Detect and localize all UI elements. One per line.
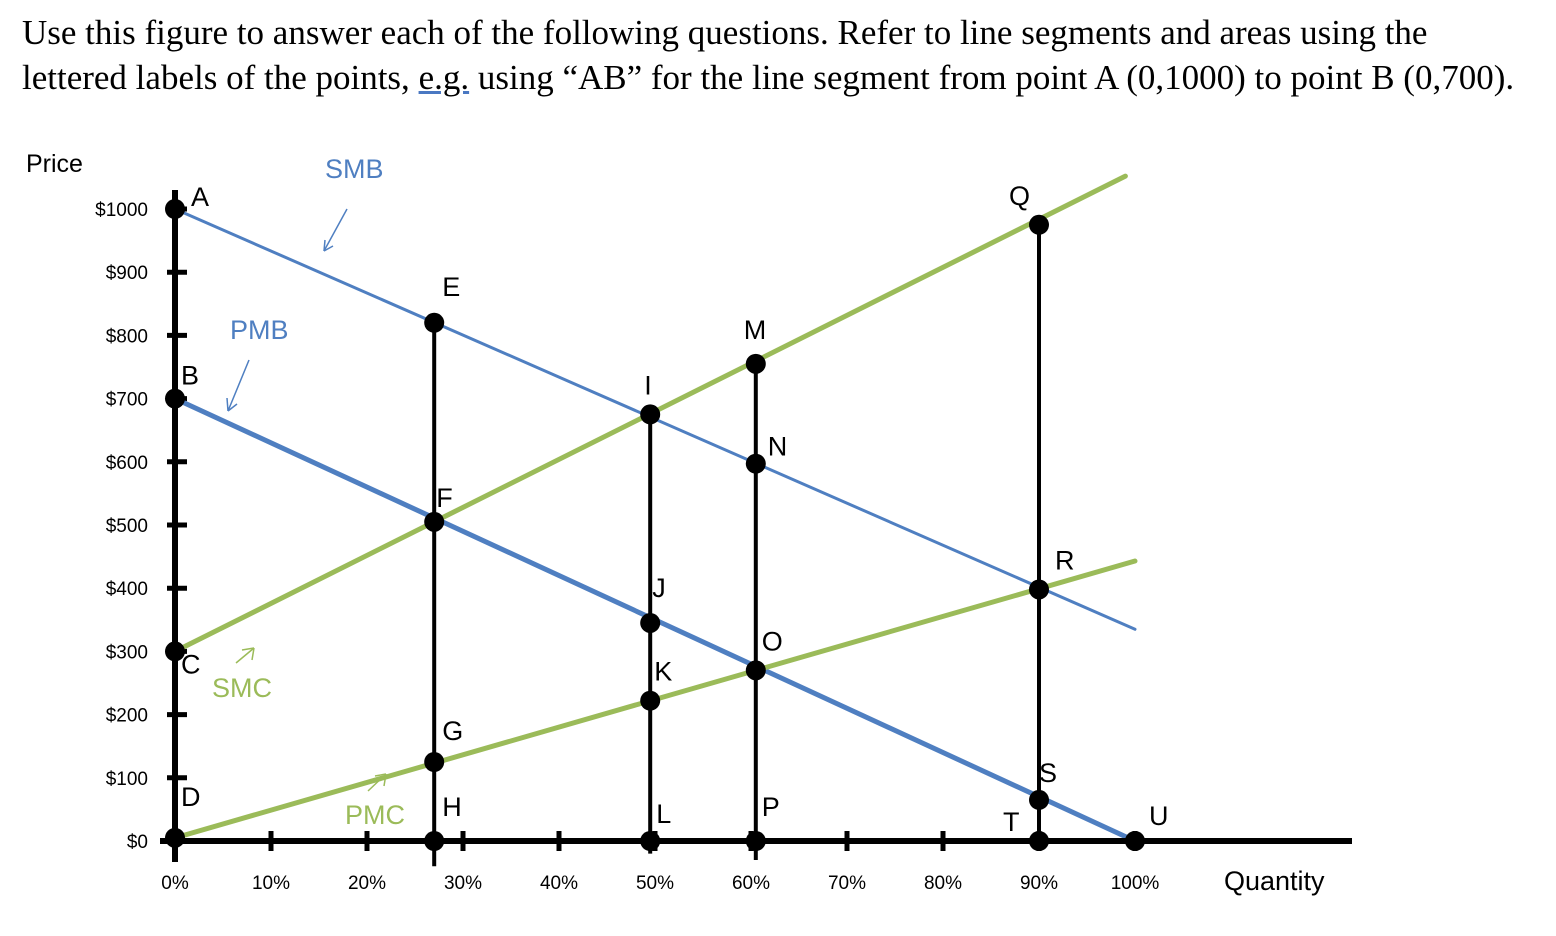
point-j: [640, 612, 661, 633]
x-tick-label: 0%: [161, 873, 189, 894]
point-i: [640, 404, 661, 425]
x-tick-label: 40%: [540, 873, 578, 894]
point-label-m: M: [744, 315, 767, 345]
arrowhead-smc: [241, 647, 255, 651]
point-k: [640, 690, 661, 711]
point-g: [424, 752, 445, 772]
arrowhead-smb: [323, 239, 326, 252]
arrowhead-pmc: [383, 773, 387, 787]
point-label-p: P: [762, 792, 780, 822]
point-label-u: U: [1149, 801, 1169, 831]
point-label-r: R: [1055, 545, 1075, 575]
y-tick-label: $0: [127, 832, 148, 853]
point-label-s: S: [1039, 758, 1057, 788]
y-tick-label: $600: [106, 453, 148, 474]
point-label-c: C: [181, 649, 201, 679]
point-a: [165, 199, 185, 219]
point-label-g: G: [442, 716, 463, 746]
point-label-q: Q: [1009, 181, 1030, 211]
y-tick-label: $700: [106, 390, 148, 411]
curve-label-smb: SMB: [325, 154, 384, 184]
x-tick-label: 50%: [636, 873, 674, 894]
arrow-smc: [235, 647, 255, 664]
point-u: [1125, 831, 1145, 851]
x-tick-label: 100%: [1111, 873, 1160, 894]
point-label-k: K: [654, 657, 672, 687]
question-part1: Use this figure to answer each of the fo…: [22, 13, 1428, 97]
point-p: [745, 831, 766, 851]
x-tick-label: 10%: [252, 873, 290, 894]
point-label-n: N: [768, 432, 788, 462]
point-label-j: J: [652, 573, 666, 603]
question-part2: using “AB” for the line segment from poi…: [469, 58, 1515, 97]
y-tick-label: $900: [106, 263, 148, 284]
arrow-smb: [323, 208, 348, 252]
annotation-arrows: [226, 208, 387, 792]
point-label-i: I: [644, 370, 652, 400]
point-n: [745, 453, 766, 474]
curve-label-pmc: PMC: [345, 800, 405, 830]
arrowhead-pmb: [227, 403, 238, 412]
arrowhead-smc: [251, 647, 255, 661]
x-axis-title: Quantity: [1224, 866, 1325, 896]
point-layer: [165, 199, 1145, 851]
point-label-b: B: [181, 361, 199, 391]
x-tick-label: 90%: [1020, 873, 1058, 894]
x-tick-label: 30%: [444, 873, 482, 894]
x-tick-label: 80%: [924, 873, 962, 894]
arrowhead-pmb: [226, 397, 229, 412]
point-label-o: O: [762, 626, 783, 656]
point-h: [424, 831, 445, 851]
label-layer: A B C D E F G H I J K L M N O P Q R ST U SMB PMB SMC PMC: [181, 154, 1169, 837]
point-l: [640, 831, 661, 851]
y-tick-label: $100: [106, 769, 148, 790]
point-d: [165, 827, 185, 848]
y-tick-label: $500: [106, 516, 148, 537]
point-label-d: D: [181, 782, 201, 812]
arrow-pmb: [227, 359, 250, 412]
point-t: [1029, 831, 1049, 851]
point-label-l: L: [656, 799, 671, 829]
arrowhead-smb: [323, 245, 334, 252]
point-label-t: T: [1003, 807, 1020, 837]
point-label-f: F: [436, 483, 453, 513]
point-b: [165, 388, 185, 409]
arrow-pmc: [367, 773, 387, 792]
curve-label-smc: SMC: [212, 673, 272, 703]
arrowhead-pmc: [374, 773, 387, 777]
question-eg: e.g.: [418, 58, 470, 97]
point-label-e: E: [442, 272, 460, 302]
point-c: [165, 641, 185, 662]
point-r: [1029, 579, 1049, 600]
point-f: [424, 511, 445, 532]
point-s: [1029, 789, 1049, 810]
series-layer: [172, 173, 1138, 844]
y-tick-label: $200: [106, 706, 148, 727]
point-o: [745, 660, 766, 681]
point-label-h: H: [442, 792, 462, 822]
y-axis-title: Price: [26, 150, 83, 178]
y-tick-label: $800: [106, 326, 148, 347]
y-tick-label: $1000: [95, 200, 148, 221]
x-tick-label: 60%: [732, 873, 770, 894]
x-tick-label: 70%: [828, 873, 866, 894]
curve-label-pmb: PMB: [230, 315, 289, 345]
y-tick-label: $400: [106, 579, 148, 600]
y-tick-label: $300: [106, 642, 148, 663]
point-q: [1029, 214, 1049, 235]
point-e: [424, 312, 445, 333]
x-tick-label: 20%: [348, 873, 386, 894]
tick-layer: $0 $100 $200 $300 $400 $500 $600 $700 $800 $900 $1…: [95, 200, 1159, 894]
question-text: Use this figure to answer each of the fo…: [22, 10, 1532, 100]
point-m: [745, 353, 766, 374]
point-label-a: A: [191, 182, 209, 212]
vertical-line-layer: [432, 224, 1041, 867]
